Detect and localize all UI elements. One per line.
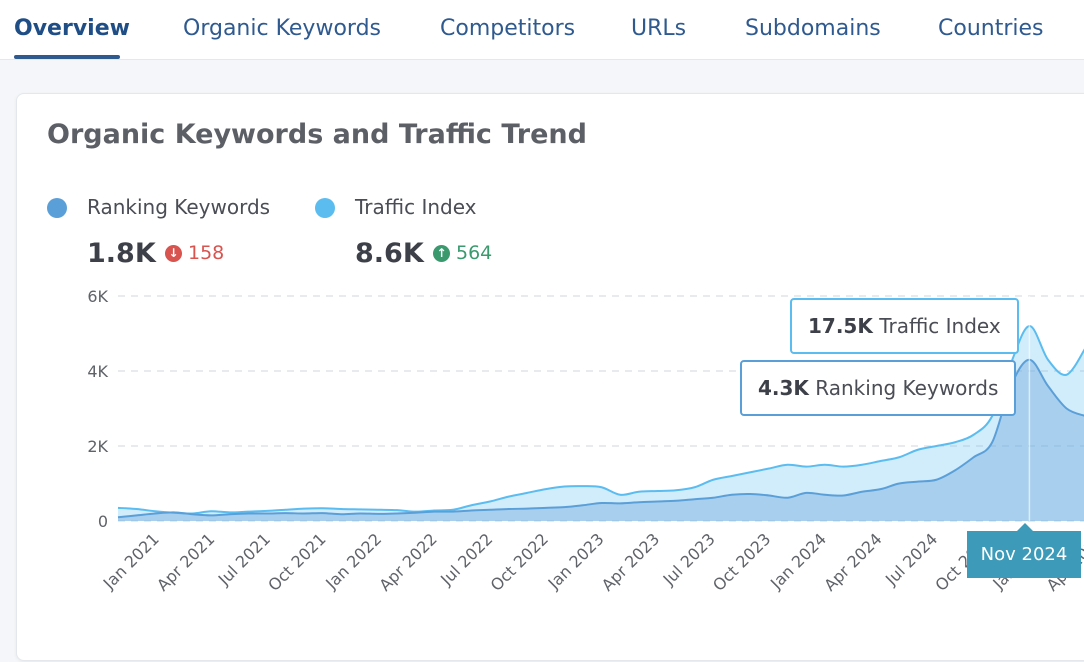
active-tab-indicator (14, 55, 120, 59)
x-tick-label: Jan 2022 (321, 529, 385, 593)
x-tick-label: Jan 2021 (99, 529, 163, 593)
x-tick-label: Jan 2024 (766, 529, 830, 593)
traffic-index-tooltip: 17.5K Traffic Index (790, 298, 1019, 354)
tooltip-traffic-label: Traffic Index (879, 314, 1001, 338)
tab-overview[interactable]: Overview (14, 16, 130, 41)
x-tick-label: Jan 2023 (544, 529, 608, 593)
tab-urls[interactable]: URLs (631, 16, 687, 41)
traffic-index-value: 8.6K (355, 238, 424, 269)
x-tick-label: Apr 2022 (375, 529, 440, 594)
traffic-index-legend-dot (315, 198, 335, 218)
x-tick-label: Oct 2023 (709, 529, 774, 594)
arrow-down-icon: ↓ (165, 244, 182, 262)
traffic-index-delta-value: 564 (456, 242, 493, 264)
y-tick-label: 0 (98, 512, 108, 531)
ranking-keywords-value: 1.8K (87, 238, 156, 269)
tooltip-keywords-value: 4.3K (758, 376, 809, 400)
x-tick-label: Oct 2021 (264, 529, 329, 594)
card-title: Organic Keywords and Traffic Trend (47, 119, 587, 150)
traffic-index-delta: ↑ 564 (433, 242, 492, 264)
x-tick-label: Apr 2023 (598, 529, 663, 594)
series-area-ranking-keywords (118, 359, 1084, 521)
tab-countries[interactable]: Countries (938, 16, 1044, 41)
arrow-up-icon: ↑ (433, 244, 450, 262)
y-tick-label: 2K (87, 437, 108, 456)
y-tick-label: 4K (87, 362, 108, 381)
ranking-keywords-legend-label[interactable]: Ranking Keywords (87, 195, 271, 219)
tooltip-keywords-label: Ranking Keywords (815, 376, 999, 400)
ranking-keywords-legend-dot (47, 198, 67, 218)
traffic-index-legend-label[interactable]: Traffic Index (355, 195, 477, 219)
tab-organic-keywords[interactable]: Organic Keywords (183, 16, 381, 41)
tab-subdomains[interactable]: Subdomains (745, 16, 881, 41)
tab-competitors[interactable]: Competitors (440, 16, 576, 41)
tooltip-traffic-value: 17.5K (808, 314, 873, 338)
x-tick-label: Oct 2022 (487, 529, 552, 594)
tab-bar: Overview Organic Keywords Competitors UR… (0, 0, 1084, 60)
ranking-keywords-delta: ↓ 158 (165, 242, 224, 264)
x-tick-label: Apr 2021 (153, 529, 218, 594)
y-tick-label: 6K (87, 287, 108, 306)
x-tick-label: Apr 2024 (820, 529, 885, 594)
hover-date-label: Nov 2024 (967, 523, 1081, 578)
series-area-traffic-index (118, 325, 1084, 521)
ranking-keywords-tooltip: 4.3K Ranking Keywords (740, 360, 1017, 416)
ranking-keywords-delta-value: 158 (188, 242, 225, 264)
